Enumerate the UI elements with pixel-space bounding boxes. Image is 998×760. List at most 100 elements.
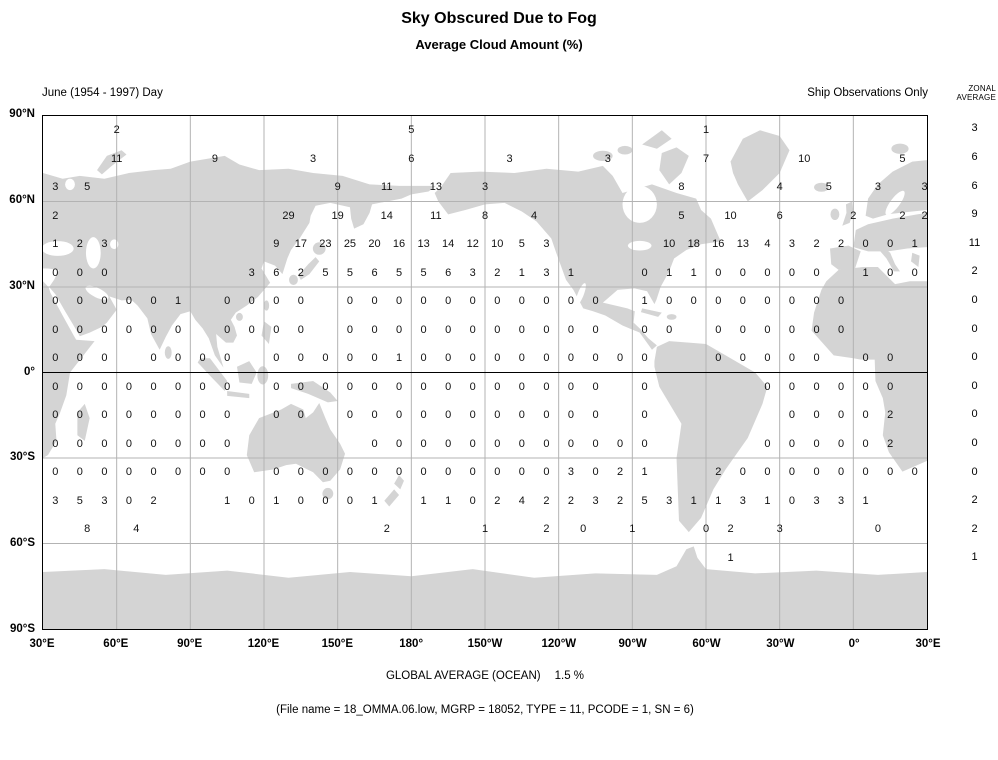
grid-value: 0 — [813, 437, 820, 450]
grid-value: 0 — [199, 380, 206, 393]
grid-value: 8 — [84, 523, 91, 536]
grid-value: 0 — [518, 466, 525, 479]
grid-value: 2 — [616, 466, 624, 479]
grid-value: 0 — [224, 380, 231, 393]
grid-value: 0 — [518, 323, 525, 336]
grid-value: 6 — [776, 209, 783, 222]
world-map — [43, 116, 927, 629]
grid-value: 3 — [874, 181, 881, 194]
grid-value: 0 — [273, 352, 280, 365]
grid-value: 0 — [592, 323, 599, 336]
grid-value: 0 — [445, 295, 452, 308]
grid-value: 10 — [724, 209, 737, 222]
grid-value: 0 — [874, 523, 881, 536]
grid-value: 9 — [273, 238, 280, 251]
grid-value: 0 — [371, 409, 378, 422]
grid-value: 2 — [76, 238, 83, 251]
grid-value: 0 — [641, 266, 648, 279]
grid-value: 0 — [395, 409, 403, 422]
grid-value: 1 — [52, 238, 59, 251]
grid-value: 5 — [84, 181, 91, 194]
grid-value: 0 — [567, 409, 574, 422]
grid-value: 2 — [887, 409, 894, 422]
grid-value: 3 — [52, 181, 59, 194]
grid-value: 0 — [101, 266, 108, 279]
page-title: Sky Obscured Due to Fog — [401, 10, 597, 27]
grid-value: 0 — [788, 266, 795, 279]
grid-value: 0 — [813, 323, 820, 336]
grid-value: 0 — [420, 380, 427, 393]
lon-tick-label: 90°W — [618, 638, 647, 650]
grid-value: 0 — [494, 437, 501, 450]
grid-value: 5 — [678, 209, 685, 222]
grid-value: 0 — [346, 323, 353, 336]
grid-value: 0 — [322, 466, 329, 479]
grid-value: 0 — [543, 437, 550, 450]
grid-value: 0 — [199, 466, 206, 479]
grid-value: 0 — [518, 437, 525, 450]
grid-value: 0 — [494, 466, 501, 479]
grid-value: 0 — [52, 266, 59, 279]
grid-value: 5 — [420, 266, 427, 279]
grid-value: 2 — [543, 494, 550, 507]
grid-value: 0 — [420, 409, 427, 422]
grid-value: 1 — [445, 494, 452, 507]
grid-value: 1 — [641, 295, 648, 308]
grid-value: 0 — [543, 323, 550, 336]
grid-value: 3 — [567, 466, 574, 479]
grid-value: 0 — [322, 352, 329, 365]
grid-value: 6 — [273, 266, 280, 279]
grid-value: 0 — [101, 437, 108, 450]
grid-value: 0 — [101, 352, 108, 365]
grid-value: 0 — [297, 466, 304, 479]
grid-value: 1 — [715, 494, 722, 507]
grid-value: 0 — [445, 352, 452, 365]
grid-value: 0 — [395, 295, 403, 308]
grid-value: 0 — [346, 352, 353, 365]
grid-value: 2 — [887, 437, 894, 450]
grid-value: 0 — [76, 437, 83, 450]
grid-value: 4 — [518, 494, 525, 507]
source-label: Ship Observations Only — [807, 87, 928, 99]
grid-value: 5 — [641, 494, 648, 507]
grid-value: 1 — [273, 494, 280, 507]
grid-value: 0 — [543, 380, 550, 393]
grid-value: 13 — [736, 238, 749, 251]
grid-value: 3 — [101, 494, 108, 507]
grid-value: 0 — [837, 323, 845, 336]
grid-value: 0 — [862, 437, 869, 450]
grid-value: 0 — [616, 352, 624, 365]
grid-value: 0 — [739, 466, 746, 479]
grid-value: 1 — [481, 523, 489, 536]
grid-value: 0 — [764, 380, 771, 393]
lat-tick-label: 30°N — [9, 279, 35, 292]
grid-value: 5 — [825, 181, 832, 194]
grid-value: 0 — [420, 352, 427, 365]
grid-value: 0 — [887, 352, 894, 365]
grid-value: 0 — [445, 380, 452, 393]
grid-value: 0 — [739, 295, 746, 308]
grid-value: 0 — [101, 295, 108, 308]
grid-value: 0 — [248, 295, 255, 308]
grid-value: 0 — [518, 352, 525, 365]
grid-value: 0 — [518, 380, 525, 393]
grid-value: 0 — [788, 323, 795, 336]
grid-value: 0 — [224, 466, 231, 479]
grid-value: 0 — [469, 380, 476, 393]
grid-value: 3 — [837, 494, 845, 507]
grid-value: 0 — [395, 466, 403, 479]
grid-value: 0 — [125, 323, 132, 336]
lon-tick-label: 30°E — [915, 638, 941, 650]
grid-value: 2 — [543, 523, 550, 536]
grid-value: 0 — [125, 437, 132, 450]
grid-value: 0 — [788, 494, 795, 507]
zonal-average-value: 3 — [971, 122, 978, 135]
grid-value: 0 — [592, 352, 599, 365]
zonal-average-value: 0 — [971, 293, 978, 306]
lon-tick-label: 120°E — [247, 638, 280, 650]
grid-value: 0 — [346, 409, 353, 422]
grid-value: 0 — [101, 380, 108, 393]
zonal-average-value: 6 — [971, 179, 978, 192]
lat-tick-label: 90°S — [9, 623, 35, 635]
grid-value: 5 — [899, 152, 906, 165]
